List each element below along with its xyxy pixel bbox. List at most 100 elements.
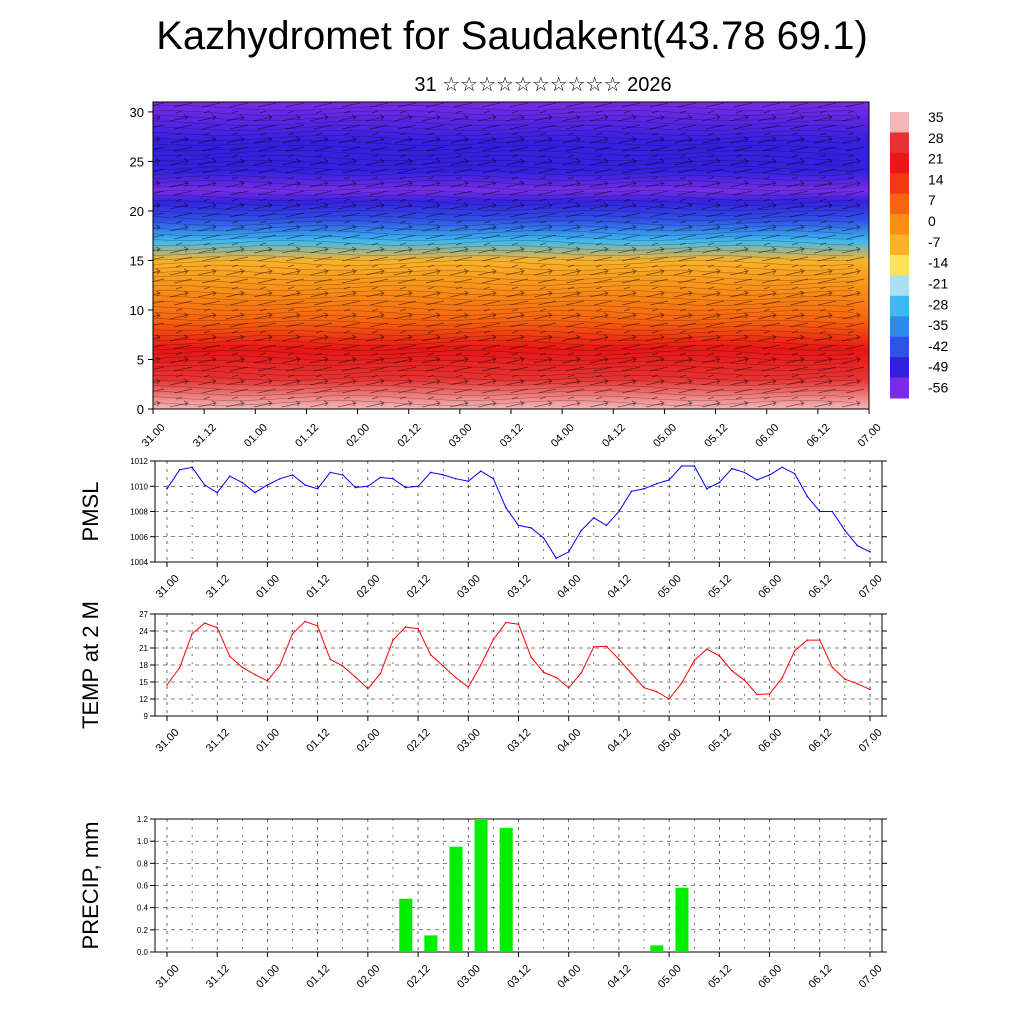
isotherm-line xyxy=(153,125,854,131)
x-tick-label: 06.12 xyxy=(807,573,835,601)
y-tick-label: 9 xyxy=(144,712,149,721)
colorbar-swatch xyxy=(890,316,909,338)
isotherm-line xyxy=(153,270,854,276)
x-tick-label: 31.12 xyxy=(204,727,232,755)
y-tick-label: 0.8 xyxy=(137,859,149,868)
temp-point xyxy=(869,688,871,691)
isotherm-line xyxy=(153,255,854,261)
temp-point xyxy=(480,664,482,666)
temp-point xyxy=(417,627,419,630)
isotherm-line xyxy=(153,285,854,291)
y-tick-label: 15 xyxy=(130,253,144,268)
pmsl-point xyxy=(442,474,444,476)
isotherm-line xyxy=(153,110,854,116)
pmsl-point xyxy=(316,487,319,490)
x-tick-label: 06.12 xyxy=(805,422,833,450)
isotherm-line xyxy=(153,130,854,136)
temp-point xyxy=(191,633,193,635)
isotherm-line xyxy=(153,225,854,231)
isotherm-line xyxy=(153,205,853,211)
pmsl-point xyxy=(341,474,344,476)
pmsl-point xyxy=(392,477,394,480)
isotherm-line xyxy=(153,340,853,346)
y-tick-label: 0 xyxy=(137,402,144,417)
colorbar-label: 0 xyxy=(928,213,936,229)
pmsl-point xyxy=(831,510,834,513)
isotherm-line xyxy=(153,345,854,351)
colorbar-label: -56 xyxy=(928,379,948,395)
pmsl-point xyxy=(630,490,633,493)
y-tick-label: 1006 xyxy=(130,533,148,542)
isotherm-line xyxy=(153,300,854,306)
temp-point xyxy=(655,690,658,693)
x-tick-label: 04.12 xyxy=(600,422,628,450)
x-tick-label: 05.00 xyxy=(656,963,684,991)
temp-point xyxy=(693,659,696,662)
y-tick-label: 27 xyxy=(139,610,148,619)
y-tick-label: 24 xyxy=(139,627,148,636)
isotherm-line xyxy=(153,220,854,226)
x-tick-label: 02.00 xyxy=(355,963,383,991)
temp-point xyxy=(316,625,319,627)
y-tick-label: 5 xyxy=(137,352,144,367)
temp-point xyxy=(743,679,746,682)
x-tick-label: 07.00 xyxy=(857,727,885,755)
pmsl-point xyxy=(379,476,382,479)
colorbar-swatch xyxy=(890,357,909,379)
precip-bar xyxy=(499,827,513,952)
temp-point xyxy=(254,673,256,676)
colorbar-swatch xyxy=(890,193,909,215)
y-tick-label: 30 xyxy=(130,105,144,120)
y-tick-label: 21 xyxy=(139,644,148,653)
temp-point xyxy=(354,676,357,678)
x-tick-label: 05.00 xyxy=(656,573,684,601)
y-tick-label: 0.2 xyxy=(137,926,149,935)
x-tick-label: 03.00 xyxy=(455,963,483,991)
pmsl-point xyxy=(505,506,507,509)
x-tick-label: 31.00 xyxy=(154,963,182,991)
isotherm-line xyxy=(153,365,854,371)
temp-point xyxy=(166,684,168,686)
x-tick-label: 07.00 xyxy=(857,573,885,601)
pmsl-panel: 31.00 31.12 01.00 01.12 02.00 02.12 03.00 03.12… xyxy=(78,457,887,601)
pmsl-point xyxy=(354,486,357,489)
pmsl-point xyxy=(429,471,432,474)
temp-point xyxy=(756,693,758,696)
x-tick-label: 01.00 xyxy=(254,573,282,601)
pmsl-point xyxy=(216,491,219,494)
x-tick-label: 07.00 xyxy=(856,422,884,450)
colorbar-label: -7 xyxy=(928,234,941,250)
pmsl-point xyxy=(655,482,658,485)
colorbar-swatch xyxy=(890,173,909,195)
temp-point xyxy=(768,693,771,695)
isotherm-line xyxy=(153,325,854,331)
isotherm-line xyxy=(153,295,853,301)
temp-point xyxy=(781,677,783,679)
x-tick-label: 02.00 xyxy=(355,573,383,601)
pmsl-point xyxy=(718,481,721,484)
isotherm-line xyxy=(153,115,854,121)
panel-ylabel: PMSL xyxy=(78,482,103,542)
section-panel: 0 5 10 15 20 25 30 31.00 31.12 01.00 01.12 02.00 02… xyxy=(130,101,884,450)
isotherm-line xyxy=(153,195,854,201)
isotherm-line xyxy=(153,215,854,221)
isotherm-line xyxy=(153,280,854,286)
colorbar-label: -14 xyxy=(928,255,948,271)
temp-point xyxy=(618,658,620,661)
colorbar-label: -35 xyxy=(928,317,948,333)
isotherm-line xyxy=(153,350,854,356)
x-tick-label: 04.00 xyxy=(555,963,583,991)
isotherm-line xyxy=(153,400,854,406)
x-tick-label: 03.12 xyxy=(505,573,533,601)
x-tick-label: 03.00 xyxy=(455,573,483,601)
pmsl-point xyxy=(304,484,306,486)
temp-point xyxy=(718,655,721,657)
precip-panel: 31.00 31.12 01.00 01.12 02.00 02.12 03.00 03.12… xyxy=(78,815,887,991)
isotherm-line xyxy=(153,165,854,171)
isotherm-line xyxy=(153,150,854,156)
x-tick-label: 01.12 xyxy=(304,727,332,755)
pmsl-point xyxy=(367,485,369,488)
isotherm-line xyxy=(153,235,854,241)
isotherm-line xyxy=(153,390,854,396)
temp-point xyxy=(279,664,281,666)
